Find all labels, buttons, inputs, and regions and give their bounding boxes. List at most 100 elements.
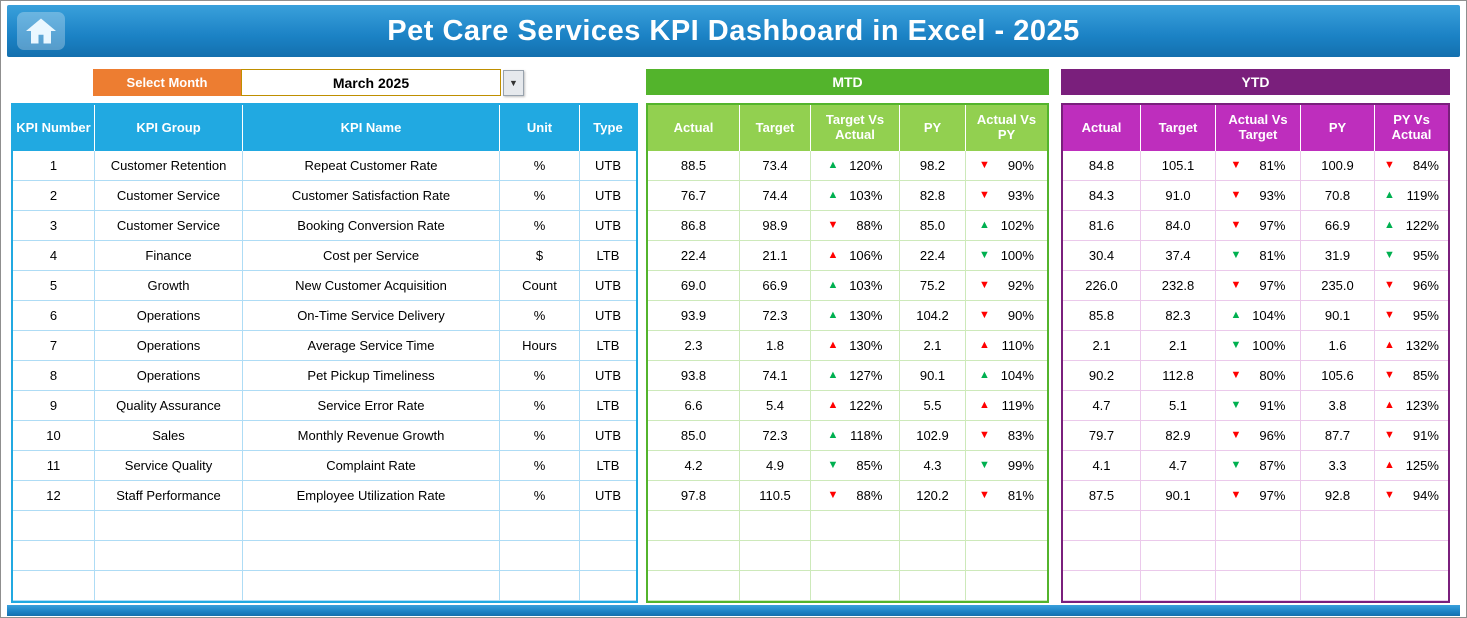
empty-cell[interactable] <box>243 541 500 571</box>
ytd-actual-cell[interactable]: 4.1 <box>1063 451 1141 481</box>
mtd-py-cell[interactable]: 120.2 <box>900 481 966 511</box>
mtd-actual-vs-py-cell[interactable]: ▼ 92% <box>966 271 1047 301</box>
type-cell[interactable]: UTB <box>580 181 636 211</box>
empty-cell[interactable] <box>900 571 966 601</box>
kpi-name-cell[interactable]: Service Error Rate <box>243 391 500 421</box>
mtd-target-vs-actual-cell[interactable]: ▲ 103% <box>811 181 900 211</box>
empty-cell[interactable] <box>648 541 740 571</box>
mtd-target-cell[interactable]: 74.4 <box>740 181 811 211</box>
kpi-group-cell[interactable]: Customer Retention <box>95 151 243 181</box>
empty-cell[interactable] <box>966 541 1047 571</box>
ytd-target-cell[interactable]: 91.0 <box>1141 181 1216 211</box>
mtd-py-cell[interactable]: 98.2 <box>900 151 966 181</box>
kpi-group-cell[interactable]: Growth <box>95 271 243 301</box>
type-cell[interactable]: LTB <box>580 451 636 481</box>
mtd-py-cell[interactable]: 4.3 <box>900 451 966 481</box>
mtd-py-cell[interactable]: 5.5 <box>900 391 966 421</box>
empty-cell[interactable] <box>966 511 1047 541</box>
kpi-number-cell[interactable]: 8 <box>13 361 95 391</box>
type-cell[interactable]: UTB <box>580 211 636 241</box>
empty-cell[interactable] <box>1216 541 1301 571</box>
mtd-target-cell[interactable]: 21.1 <box>740 241 811 271</box>
kpi-name-cell[interactable]: On-Time Service Delivery <box>243 301 500 331</box>
type-cell[interactable]: UTB <box>580 151 636 181</box>
kpi-name-cell[interactable]: New Customer Acquisition <box>243 271 500 301</box>
ytd-actual-cell[interactable]: 87.5 <box>1063 481 1141 511</box>
empty-cell[interactable] <box>811 541 900 571</box>
kpi-group-cell[interactable]: Sales <box>95 421 243 451</box>
empty-cell[interactable] <box>13 511 95 541</box>
home-icon[interactable] <box>17 12 65 50</box>
mtd-actual-cell[interactable]: 6.6 <box>648 391 740 421</box>
type-cell[interactable]: UTB <box>580 301 636 331</box>
mtd-actual-cell[interactable]: 76.7 <box>648 181 740 211</box>
ytd-py-vs-actual-cell[interactable]: ▼ 85% <box>1375 361 1448 391</box>
mtd-actual-vs-py-cell[interactable]: ▼ 81% <box>966 481 1047 511</box>
ytd-actual-vs-target-cell[interactable]: ▼ 97% <box>1216 481 1301 511</box>
ytd-py-cell[interactable]: 3.8 <box>1301 391 1375 421</box>
ytd-py-vs-actual-cell[interactable]: ▲ 132% <box>1375 331 1448 361</box>
ytd-py-cell[interactable]: 3.3 <box>1301 451 1375 481</box>
mtd-target-vs-actual-cell[interactable]: ▲ 127% <box>811 361 900 391</box>
empty-cell[interactable] <box>648 511 740 541</box>
kpi-group-cell[interactable]: Customer Service <box>95 211 243 241</box>
mtd-actual-vs-py-cell[interactable]: ▲ 110% <box>966 331 1047 361</box>
empty-cell[interactable] <box>740 511 811 541</box>
mtd-actual-vs-py-cell[interactable]: ▼ 83% <box>966 421 1047 451</box>
mtd-py-cell[interactable]: 90.1 <box>900 361 966 391</box>
kpi-number-cell[interactable]: 4 <box>13 241 95 271</box>
mtd-target-cell[interactable]: 98.9 <box>740 211 811 241</box>
kpi-group-cell[interactable]: Staff Performance <box>95 481 243 511</box>
unit-cell[interactable]: $ <box>500 241 580 271</box>
kpi-number-cell[interactable]: 9 <box>13 391 95 421</box>
mtd-target-cell[interactable]: 110.5 <box>740 481 811 511</box>
empty-cell[interactable] <box>740 571 811 601</box>
kpi-name-cell[interactable]: Average Service Time <box>243 331 500 361</box>
empty-cell[interactable] <box>13 541 95 571</box>
empty-cell[interactable] <box>1375 541 1448 571</box>
empty-cell[interactable] <box>1301 511 1375 541</box>
empty-cell[interactable] <box>740 541 811 571</box>
ytd-py-vs-actual-cell[interactable]: ▲ 125% <box>1375 451 1448 481</box>
mtd-py-cell[interactable]: 75.2 <box>900 271 966 301</box>
ytd-target-cell[interactable]: 82.3 <box>1141 301 1216 331</box>
ytd-py-cell[interactable]: 100.9 <box>1301 151 1375 181</box>
ytd-actual-vs-target-cell[interactable]: ▼ 81% <box>1216 241 1301 271</box>
mtd-actual-vs-py-cell[interactable]: ▼ 93% <box>966 181 1047 211</box>
ytd-actual-cell[interactable]: 30.4 <box>1063 241 1141 271</box>
mtd-target-vs-actual-cell[interactable]: ▼ 85% <box>811 451 900 481</box>
empty-cell[interactable] <box>1216 571 1301 601</box>
ytd-target-cell[interactable]: 2.1 <box>1141 331 1216 361</box>
empty-cell[interactable] <box>1063 571 1141 601</box>
empty-cell[interactable] <box>95 541 243 571</box>
mtd-target-cell[interactable]: 72.3 <box>740 421 811 451</box>
empty-cell[interactable] <box>1141 511 1216 541</box>
unit-cell[interactable]: Hours <box>500 331 580 361</box>
empty-cell[interactable] <box>500 571 580 601</box>
mtd-actual-cell[interactable]: 2.3 <box>648 331 740 361</box>
empty-cell[interactable] <box>243 571 500 601</box>
ytd-actual-vs-target-cell[interactable]: ▼ 96% <box>1216 421 1301 451</box>
kpi-name-cell[interactable]: Repeat Customer Rate <box>243 151 500 181</box>
unit-cell[interactable]: Count <box>500 271 580 301</box>
unit-cell[interactable]: % <box>500 451 580 481</box>
ytd-target-cell[interactable]: 105.1 <box>1141 151 1216 181</box>
empty-cell[interactable] <box>580 541 636 571</box>
mtd-target-vs-actual-cell[interactable]: ▲ 103% <box>811 271 900 301</box>
ytd-actual-cell[interactable]: 84.8 <box>1063 151 1141 181</box>
mtd-py-cell[interactable]: 104.2 <box>900 301 966 331</box>
kpi-name-cell[interactable]: Monthly Revenue Growth <box>243 421 500 451</box>
mtd-target-vs-actual-cell[interactable]: ▲ 118% <box>811 421 900 451</box>
ytd-py-vs-actual-cell[interactable]: ▼ 84% <box>1375 151 1448 181</box>
mtd-actual-vs-py-cell[interactable]: ▼ 90% <box>966 151 1047 181</box>
unit-cell[interactable]: % <box>500 421 580 451</box>
empty-cell[interactable] <box>243 511 500 541</box>
mtd-py-cell[interactable]: 85.0 <box>900 211 966 241</box>
ytd-py-cell[interactable]: 66.9 <box>1301 211 1375 241</box>
mtd-target-vs-actual-cell[interactable]: ▼ 88% <box>811 211 900 241</box>
type-cell[interactable]: LTB <box>580 391 636 421</box>
kpi-name-cell[interactable]: Customer Satisfaction Rate <box>243 181 500 211</box>
ytd-actual-vs-target-cell[interactable]: ▼ 80% <box>1216 361 1301 391</box>
unit-cell[interactable]: % <box>500 391 580 421</box>
mtd-py-cell[interactable]: 22.4 <box>900 241 966 271</box>
